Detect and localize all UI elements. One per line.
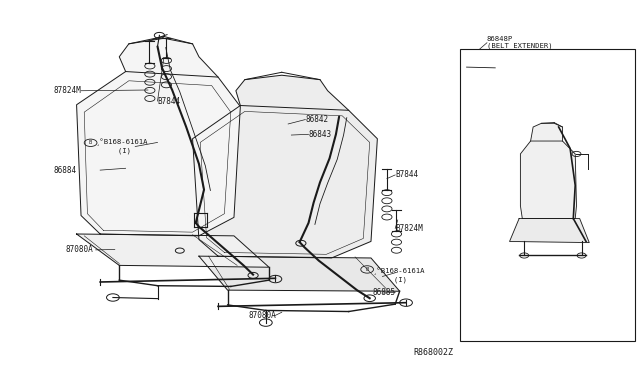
Text: ¸°B168-6161A
     (I): ¸°B168-6161A (I)	[96, 139, 148, 154]
Polygon shape	[77, 234, 269, 267]
Text: B: B	[365, 267, 369, 272]
Polygon shape	[531, 123, 563, 141]
Text: 86848P
(BELT EXTENDER): 86848P (BELT EXTENDER)	[487, 36, 552, 49]
Bar	[460, 49, 636, 341]
Polygon shape	[77, 71, 241, 236]
Text: B7844: B7844	[157, 97, 180, 106]
Text: 87824M: 87824M	[53, 86, 81, 95]
Text: B7824M: B7824M	[395, 224, 423, 233]
Polygon shape	[509, 219, 589, 243]
Text: 87080A: 87080A	[65, 246, 93, 254]
Polygon shape	[520, 141, 577, 219]
Text: 86843: 86843	[308, 130, 332, 139]
Polygon shape	[199, 256, 399, 291]
Text: 86884: 86884	[54, 166, 77, 174]
Polygon shape	[193, 106, 378, 258]
Text: 87080A: 87080A	[248, 311, 276, 320]
Text: 86842: 86842	[305, 115, 328, 124]
Text: R868002Z: R868002Z	[414, 347, 454, 357]
Text: B: B	[89, 140, 92, 145]
Polygon shape	[236, 75, 349, 110]
Text: ¸°B168-6161A
     (I): ¸°B168-6161A (I)	[372, 268, 425, 283]
Text: 86885: 86885	[372, 288, 396, 297]
Text: B7844: B7844	[395, 170, 419, 179]
Polygon shape	[119, 38, 218, 77]
